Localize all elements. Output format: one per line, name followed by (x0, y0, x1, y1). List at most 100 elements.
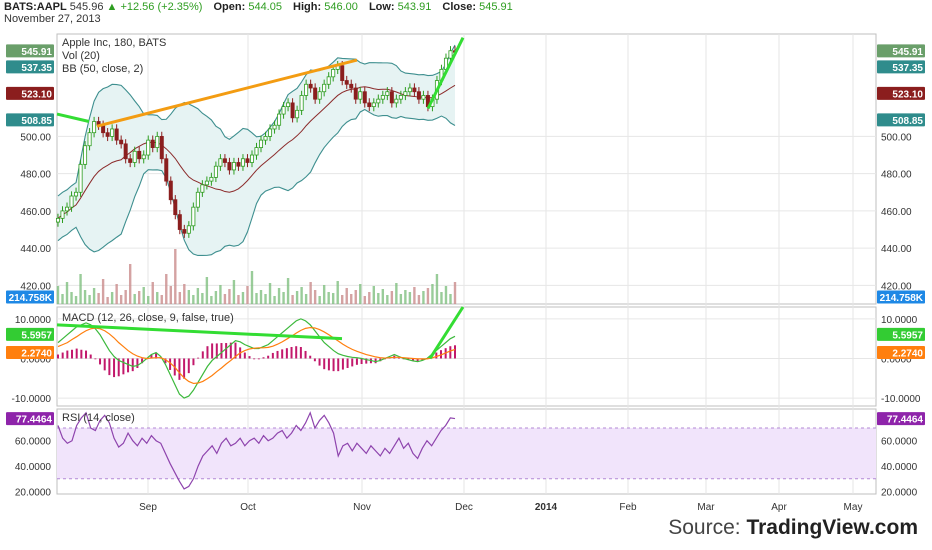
macd-histogram-bar (281, 349, 284, 359)
candle-body (164, 158, 169, 182)
badge-macd-line-bg (877, 327, 925, 341)
candle-body (340, 65, 345, 81)
legend-price: Apple Inc, 180, BATS (62, 37, 166, 49)
macd-histogram-bar (75, 348, 78, 359)
macd-histogram-bar (313, 358, 316, 362)
badge-bb-lower: 508.85 (6, 113, 54, 127)
candle-body (322, 83, 327, 93)
badge-volume-bg (6, 290, 54, 304)
x-tick-label: Apr (771, 502, 787, 512)
candle-body (272, 124, 277, 130)
volume-bar (187, 290, 191, 304)
chart-canvas[interactable]: Sep Oct Nov Dec 2014 Feb Mar Apr May 420.00 420.00… (0, 0, 932, 512)
volume-bar (431, 284, 434, 304)
volume-bar (192, 295, 195, 304)
price-pane-frame (56, 33, 877, 305)
macd-histogram-bar (285, 348, 288, 359)
candle-body (173, 199, 178, 216)
volume-bar (277, 288, 281, 304)
volume-bar (56, 286, 60, 304)
macd-histogram-bar (290, 346, 293, 359)
candle-body (195, 191, 200, 208)
macd-histogram-bar (164, 358, 167, 364)
macd-histogram-bar (351, 358, 354, 367)
candle-body (128, 158, 133, 163)
volume-bar (363, 296, 366, 304)
badge-bb-lower-text: 508.85 (21, 116, 52, 127)
volume-bar (205, 277, 209, 304)
badge-bb-upper: 537.35 (877, 60, 925, 74)
volume-bar (422, 291, 425, 304)
x-tick-label: 2014 (535, 502, 558, 512)
price-tick-left: 500.00 (20, 132, 51, 143)
volume-bar (223, 294, 227, 304)
macd-histogram-bar (416, 358, 419, 362)
candle-body (290, 102, 295, 119)
volume-bar (449, 294, 452, 304)
badge-price-last-text: 545.91 (892, 47, 923, 58)
price-tick-left: 440.00 (20, 244, 51, 255)
macd-histogram-bar (435, 352, 438, 359)
badge-price-last-text: 545.91 (21, 47, 52, 58)
candle-body (168, 180, 173, 201)
badge-macd-signal-text: 2.2740 (21, 348, 52, 359)
candle-body (245, 158, 250, 163)
candle-body (299, 95, 304, 111)
volume-bar (390, 291, 394, 304)
volume-bar (327, 292, 330, 304)
rsi-line (57, 411, 456, 490)
source-brand: TradingView.com (746, 516, 918, 539)
macd-histogram-bar (169, 358, 172, 370)
volume-bar (336, 281, 339, 304)
volume-bar (74, 296, 78, 304)
badge-rsi-text: 77.4464 (16, 415, 53, 426)
volume-bar (160, 295, 163, 304)
volume-bar (354, 290, 357, 304)
candle-body (259, 139, 264, 148)
symbol-name: BATS:AAPL (4, 1, 67, 13)
macd-signal-line (57, 326, 456, 385)
candle-body (150, 139, 155, 148)
volume-bar (219, 285, 222, 304)
volume-bar (101, 279, 105, 304)
candle-body (222, 158, 227, 163)
candle-body (65, 206, 70, 212)
candle-body (358, 91, 363, 100)
volume-bar (92, 288, 96, 304)
volume-bar (147, 296, 150, 304)
rsi-band-fill (57, 428, 876, 479)
macd-histogram-bar (131, 358, 134, 372)
macd-histogram-bar (57, 354, 59, 359)
macd-tick-left: 10.0000 (15, 315, 52, 326)
macd-histogram-bar (127, 358, 130, 373)
macd-histogram-bar (327, 358, 330, 371)
badge-bb-upper-bg (877, 60, 925, 74)
candle-body (137, 150, 142, 160)
candle-body (114, 128, 119, 141)
candle-body (385, 91, 390, 96)
low-label: Low: (368, 1, 395, 13)
badge-bb-mid: 523.10 (6, 86, 54, 100)
last-price: 545.96 (69, 1, 104, 13)
candle-body (331, 68, 336, 78)
macd-histogram-bar (299, 346, 302, 359)
x-tick-label: Dec (455, 502, 473, 512)
bar-date: November 27, 2013 (4, 13, 101, 25)
macd-histogram-bar (150, 354, 153, 359)
badge-macd-signal: 2.2740 (6, 345, 54, 359)
badge-bb-lower: 508.85 (877, 113, 925, 127)
badge-rsi-text: 77.4464 (887, 415, 924, 426)
close-value: 545.91 (479, 1, 513, 13)
macd-histogram-bar (206, 346, 209, 359)
price-tick-left: 460.00 (20, 207, 51, 218)
volume-bar (237, 295, 240, 304)
price-tick-left: 480.00 (20, 170, 51, 181)
source-prefix: Source: (668, 516, 747, 539)
x-tick-label: Nov (353, 502, 371, 512)
volume-bar (273, 296, 276, 304)
volume-bar (128, 264, 132, 304)
candle-body (295, 109, 300, 119)
macd-histogram-bar (192, 358, 195, 366)
macd-tick-left: 0.0000 (20, 354, 51, 365)
volume-bar (165, 274, 168, 304)
